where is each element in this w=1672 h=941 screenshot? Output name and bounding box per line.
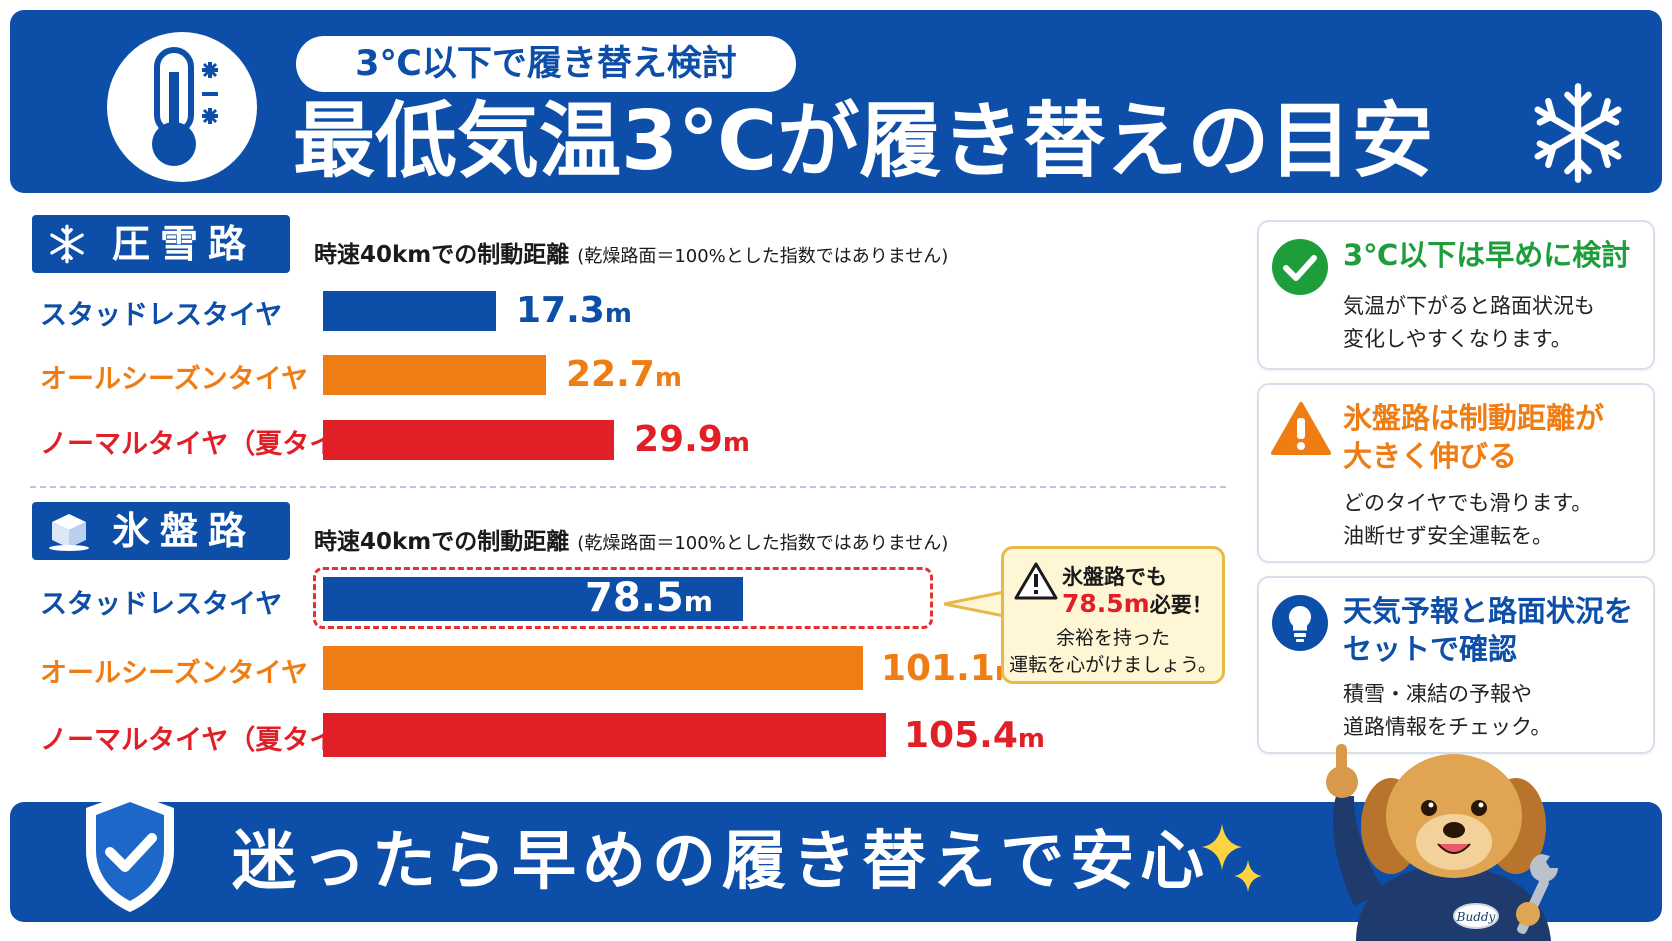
check-circle-icon xyxy=(1272,239,1328,295)
caption-main: 時速40kmでの制動距離 xyxy=(314,529,570,555)
ice-bar-studless xyxy=(323,577,743,621)
ice-cube-icon xyxy=(49,514,89,551)
card-forecast-check: 天気予報と路面状況を セットで確認 積雪・凍結の予報や 道路情報をチェック。 xyxy=(1257,576,1655,754)
card-body-line2: 変化しやすくなります。 xyxy=(1343,327,1572,351)
ice-bar-normal xyxy=(323,713,886,757)
callout-line1: 氷盤路でも xyxy=(1062,565,1167,589)
snowflake-icon xyxy=(50,224,84,264)
card-early-check: 3℃以下は早めに検討 気温が下がると路面状況も 変化しやすくなります。 xyxy=(1257,220,1655,370)
card-title-line2: セットで確認 xyxy=(1343,632,1518,666)
mascot-dog-icon: Buddy xyxy=(1326,744,1558,941)
section-badge-ice: 氷盤路 xyxy=(32,502,290,560)
warning-icon xyxy=(1014,562,1058,600)
card-title-line1: 氷盤路は制動距離が xyxy=(1343,401,1605,435)
snow-label-allseason: オールシーズンタイヤ xyxy=(40,364,308,395)
thermometer-icon xyxy=(152,47,218,166)
snow-label-studless: スタッドレスタイヤ xyxy=(40,300,283,331)
callout-line2: 78.5m必要！ xyxy=(1062,589,1213,618)
card-ice-warning: 氷盤路は制動距離が 大きく伸びる どのタイヤでも滑ります。 油断せず安全運転を。 xyxy=(1257,383,1655,563)
thermometer-badge xyxy=(107,32,257,182)
card-title-line2: 大きく伸びる xyxy=(1343,439,1518,473)
ice-label-allseason: オールシーズンタイヤ xyxy=(40,658,308,689)
header-pill: 3℃以下で履き替え検討 xyxy=(296,36,796,92)
snow-bar-normal xyxy=(323,420,614,460)
snow-value-allseason: 22.7m xyxy=(566,354,682,395)
highlight-frame xyxy=(313,567,933,629)
card-body-line2: 油断せず安全運転を。 xyxy=(1343,524,1553,548)
caption-note: (乾燥路面＝100%とした指数ではありません) xyxy=(577,533,949,554)
card-body-line1: どのタイヤでも滑ります。 xyxy=(1343,491,1593,515)
ice-value-studless: 78.5m xyxy=(585,575,713,621)
card-title-line1: 天気予報と路面状況を xyxy=(1343,594,1634,628)
svg-text:Buddy: Buddy xyxy=(1456,910,1496,924)
card-title: 3℃以下は早めに検討 xyxy=(1343,238,1631,272)
snowflake-icon xyxy=(1534,83,1622,183)
lightbulb-icon xyxy=(1272,595,1328,651)
footer-message: 迷ったら早めの履き替えで安心 xyxy=(232,825,1211,899)
section-label-ice: 氷盤路 xyxy=(112,509,257,553)
callout-pointer xyxy=(944,590,1006,618)
sparkle-icon xyxy=(1202,824,1262,892)
snow-bar-studless xyxy=(323,291,496,331)
card-body-line2: 道路情報をチェック。 xyxy=(1343,715,1552,739)
warning-icon xyxy=(1271,402,1331,455)
section-label-snow: 圧雪路 xyxy=(112,222,257,266)
header-banner: 3℃以下で履き替え検討 最低気温3℃が履き替えの目安 xyxy=(10,10,1662,193)
page-title: 最低気温3℃が履き替えの目安 xyxy=(293,94,1434,189)
caption-main: 時速40kmでの制動距離 xyxy=(314,242,570,268)
ice-bar-allseason xyxy=(323,646,863,690)
callout-line4: 運転を心がけましょう。 xyxy=(1009,654,1217,676)
warning-callout: 氷盤路でも 78.5m必要！ 余裕を持った 運転を心がけましょう。 xyxy=(1001,546,1225,684)
ice-label-studless: スタッドレスタイヤ xyxy=(40,589,283,620)
snow-bar-allseason xyxy=(323,355,546,395)
section-divider xyxy=(30,486,1226,488)
snow-value-normal: 29.9m xyxy=(634,419,750,460)
section-badge-snow: 圧雪路 xyxy=(32,215,290,273)
shield-check-icon xyxy=(86,792,174,912)
snow-caption: 時速40kmでの制動距離 (乾燥路面＝100%とした指数ではありません) xyxy=(314,235,948,269)
card-body-line1: 積雪・凍結の予報や xyxy=(1343,682,1532,706)
ice-caption: 時速40kmでの制動距離 (乾燥路面＝100%とした指数ではありません) xyxy=(314,522,948,556)
snow-value-studless: 17.3m xyxy=(516,290,632,331)
ice-value-normal: 105.4m xyxy=(904,715,1045,756)
card-body-line1: 気温が下がると路面状況も xyxy=(1343,294,1595,318)
callout-line3: 余裕を持った xyxy=(1055,627,1170,649)
caption-note: (乾燥路面＝100%とした指数ではありません) xyxy=(577,246,949,267)
